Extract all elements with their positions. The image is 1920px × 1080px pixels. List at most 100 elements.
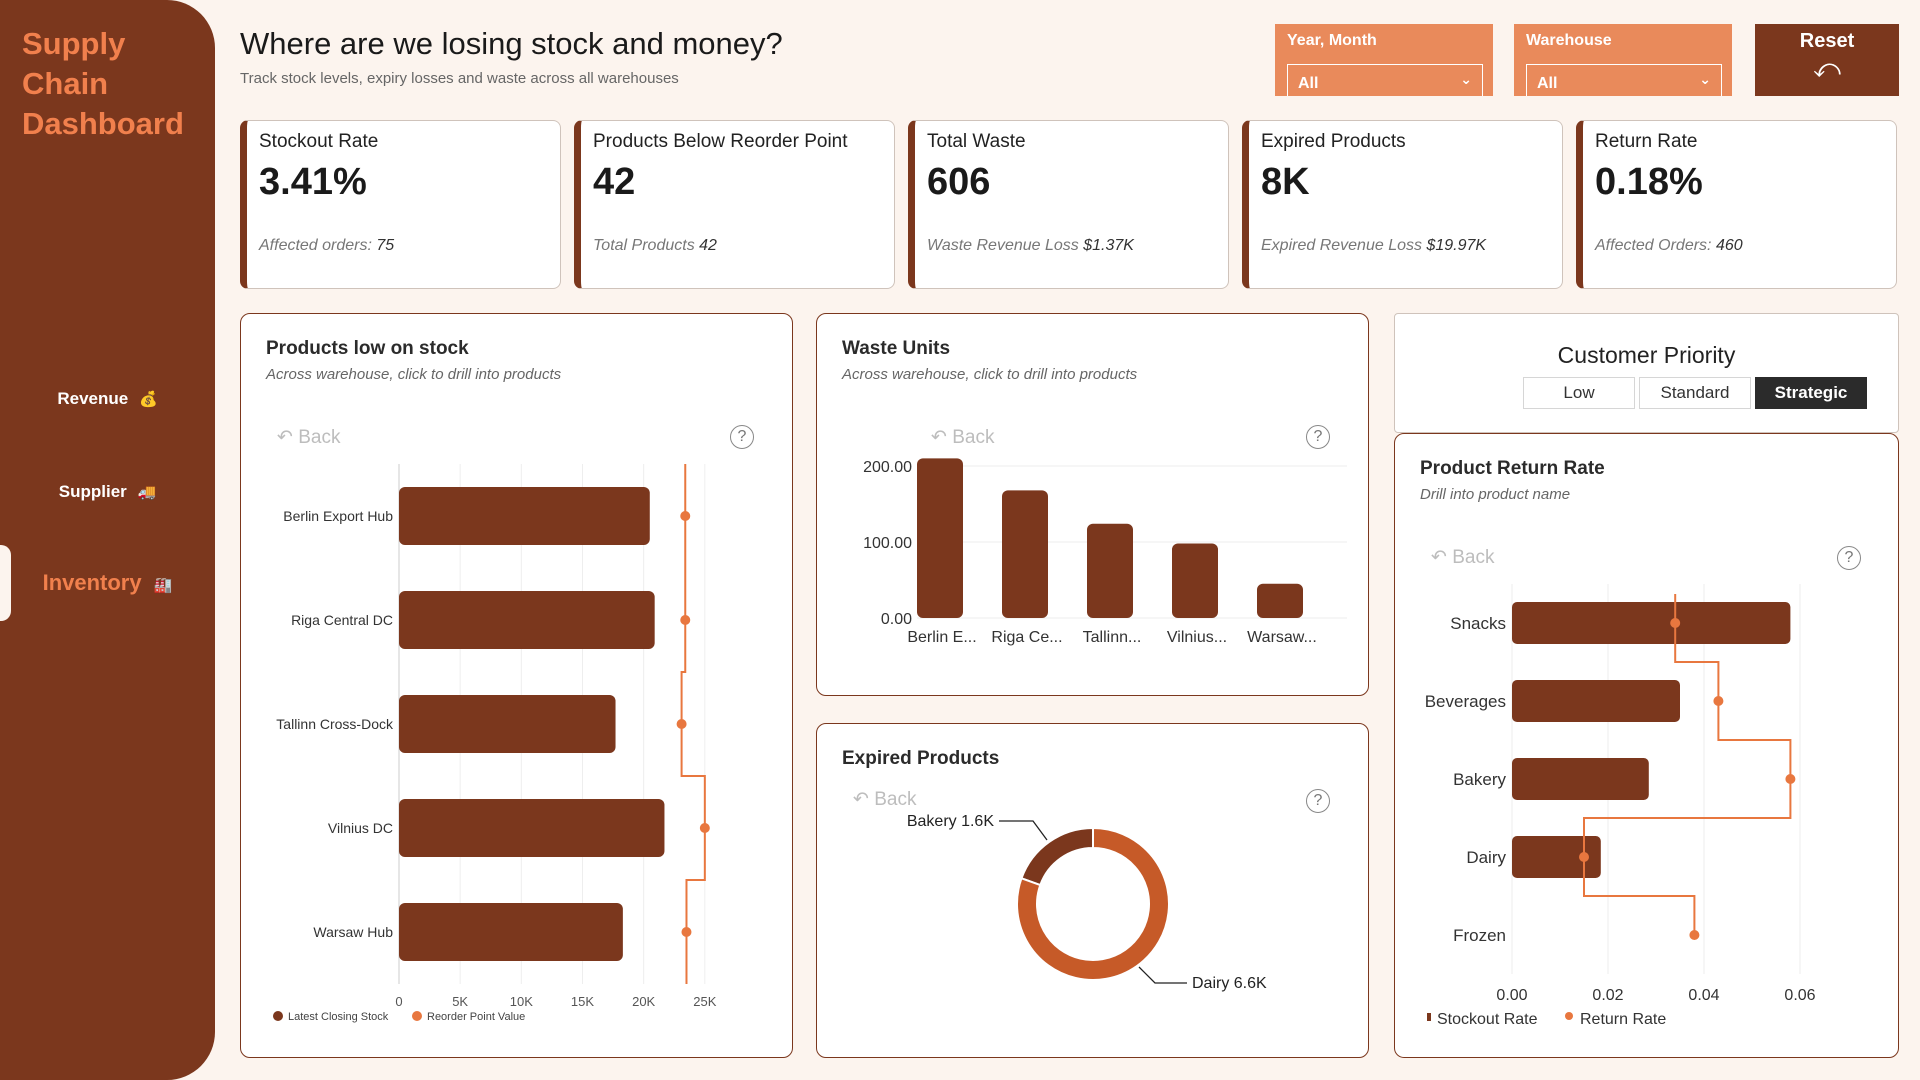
back-label: Back (952, 427, 995, 448)
category-label: Snacks (1450, 614, 1506, 633)
legend-label: Latest Closing Stock (288, 1011, 389, 1023)
back-label: Back (298, 427, 341, 448)
page-subtitle: Track stock levels, expiry losses and wa… (240, 70, 679, 87)
priority-strategic-button[interactable]: Strategic (1755, 377, 1867, 409)
stock-bar (399, 799, 665, 857)
legend-marker (273, 1011, 283, 1021)
kpi-sub-value: $19.97K (1426, 237, 1487, 254)
reorder-point (680, 511, 691, 521)
x-tick-label: Riga Ce... (991, 629, 1062, 646)
priority-title: Customer Priority (1557, 342, 1736, 368)
x-tick-label: Vilnius... (1167, 629, 1227, 646)
waste-bar (917, 458, 963, 618)
return-rate-chart: 0.00 0.02 0.04 0.06 Snacks Beverages Bakery Dai… (1425, 584, 1816, 1028)
waste-bar (1087, 523, 1133, 618)
back-button[interactable]: ↶ Back (853, 788, 916, 811)
kpi-title: Expired Products (1261, 131, 1406, 152)
y-tick-label: 100.00 (863, 535, 912, 552)
low-stock-chart: 0 5K 10K 15K 20K 25K Berlin Export Hub Riga Cen… (273, 464, 717, 1023)
card-subtitle: Drill into product name (1420, 486, 1571, 503)
help-icon[interactable]: ? (1837, 546, 1861, 570)
back-label: Back (874, 789, 917, 810)
sidebar-item-label: Revenue (57, 389, 129, 408)
brand-line-2: Chain (22, 66, 109, 101)
x-tick-label: 10K (510, 994, 533, 1009)
category-label: Tallinn Cross-Dock (276, 716, 394, 732)
sidebar-item-label: Supplier (58, 482, 127, 501)
brand-line-3: Dashboard (22, 106, 184, 141)
kpi-subtext: Affected Orders: 460 (1595, 237, 1743, 255)
back-button[interactable]: ↶ Back (277, 426, 340, 449)
x-tick-label: Berlin E... (907, 629, 976, 646)
x-tick-label: 0.00 (1496, 987, 1527, 1004)
expired-donut-chart: Bakery 1.6K Dairy 6.6K (907, 813, 1267, 992)
waste-bar (1002, 490, 1048, 618)
y-tick-label: 0.00 (881, 611, 912, 628)
reorder-point (699, 823, 710, 833)
sidebar-item-revenue[interactable]: Revenue 💰 (0, 389, 215, 409)
slice-label: Dairy 6.6K (1192, 975, 1267, 992)
back-arrow-icon: ↶ (277, 427, 293, 448)
x-tick-label: 25K (693, 994, 716, 1009)
reorder-point (680, 615, 691, 625)
return-rate-point (1579, 852, 1589, 862)
legend-label: Return Rate (1580, 1011, 1666, 1028)
back-button[interactable]: ↶ Back (1431, 546, 1494, 569)
chevron-down-icon: ⌄ (1460, 71, 1472, 87)
kpi-sub-label: Affected Orders: (1595, 237, 1712, 254)
priority-standard-button[interactable]: Standard (1639, 377, 1751, 409)
warehouse-dropdown[interactable]: All ⌄ (1526, 64, 1722, 96)
dropdown-value: All (1298, 75, 1319, 92)
sidebar-item-supplier[interactable]: Supplier 🚚 (0, 482, 215, 502)
y-tick-label: 200.00 (863, 459, 912, 476)
slicer-label: Warehouse (1526, 32, 1612, 49)
kpi-value: 0.18% (1595, 161, 1703, 203)
card-title: Product Return Rate (1420, 458, 1605, 479)
kpi-card-total-waste: Total Waste 606 Waste Revenue Loss $1.37… (908, 120, 1229, 289)
x-tick-label: 5K (452, 994, 468, 1009)
kpi-card-stockout-rate: Stockout Rate 3.41% Affected orders: 75 (240, 120, 561, 289)
kpi-title: Products Below Reorder Point (593, 131, 848, 152)
x-tick-label: 0.02 (1592, 987, 1623, 1004)
card-title: Expired Products (842, 748, 1000, 769)
x-tick-label: 15K (571, 994, 594, 1009)
back-button[interactable]: ↶ Back (931, 426, 994, 449)
kpi-value: 8K (1261, 161, 1310, 203)
help-icon[interactable]: ? (1306, 789, 1330, 813)
category-label: Vilnius DC (328, 820, 393, 836)
reorder-point (676, 719, 687, 729)
reset-button[interactable]: Reset ⤺ (1755, 24, 1899, 96)
chevron-down-icon: ⌄ (1699, 71, 1711, 87)
waste-bar (1172, 543, 1218, 618)
warehouse-icon: 🏭 (153, 577, 173, 594)
priority-low-button[interactable]: Low (1523, 377, 1635, 409)
money-bag-icon: 💰 (138, 391, 158, 408)
category-label: Frozen (1453, 926, 1506, 945)
stock-bar (399, 591, 655, 649)
stock-bar (399, 695, 616, 753)
year-month-dropdown[interactable]: All ⌄ (1287, 64, 1483, 96)
kpi-title: Return Rate (1595, 131, 1698, 152)
kpi-subtext: Expired Revenue Loss $19.97K (1261, 237, 1486, 255)
waste-bar (1257, 583, 1303, 618)
waste-units-chart: 0.00 100.00 200.00 Berlin E... Riga Ce... Tal… (863, 458, 1347, 646)
help-icon[interactable]: ? (1306, 425, 1330, 449)
active-nav-indicator (0, 545, 11, 621)
stock-bar (399, 487, 650, 545)
kpi-title: Stockout Rate (259, 131, 379, 152)
kpi-value: 42 (593, 161, 636, 203)
card-subtitle: Across warehouse, click to drill into pr… (842, 366, 1138, 383)
card-subtitle: Across warehouse, click to drill into pr… (266, 366, 562, 383)
return-rate-card: Product Return Rate Drill into product n… (1394, 433, 1899, 1058)
category-label: Warsaw Hub (313, 924, 393, 940)
legend-marker (1565, 1012, 1573, 1020)
kpi-sub-value: $1.37K (1083, 237, 1134, 254)
help-icon[interactable]: ? (730, 425, 754, 449)
brand-title: Supply Chain Dashboard (22, 24, 184, 144)
x-tick-label: Tallinn... (1083, 629, 1142, 646)
category-label: Riga Central DC (291, 612, 393, 628)
donut-slice (1016, 826, 1170, 981)
sidebar-item-inventory[interactable]: Inventory 🏭 (0, 570, 215, 596)
back-arrow-icon: ↶ (1431, 547, 1447, 568)
year-month-slicer: Year, Month All ⌄ (1275, 24, 1493, 96)
